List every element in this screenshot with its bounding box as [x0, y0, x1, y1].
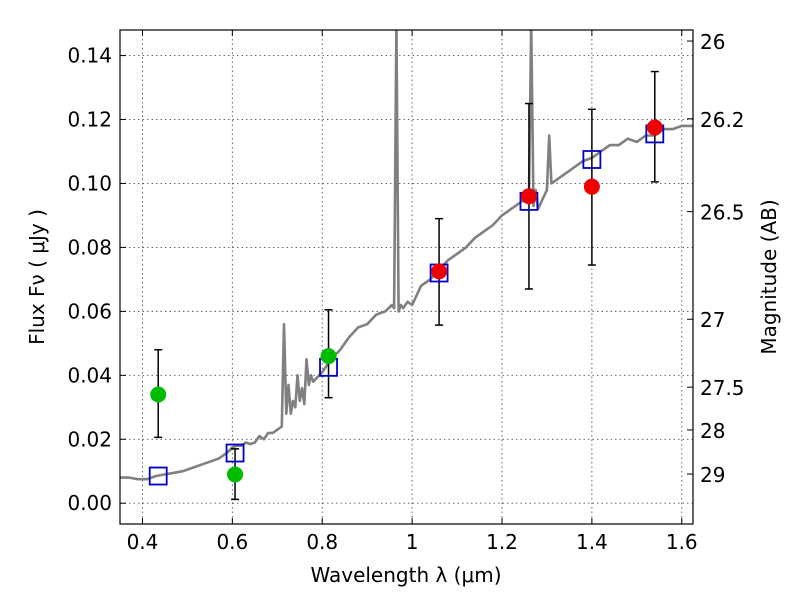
observed-point	[583, 178, 600, 195]
axis-ticks	[120, 30, 693, 524]
observed-point	[646, 119, 663, 136]
y-tick-label: 0.02	[67, 427, 112, 451]
x-tick-label: 1	[406, 530, 419, 554]
spectrum-line	[120, 30, 693, 481]
y-tick-label: 0.14	[67, 44, 112, 68]
mag-tick-label: 28	[700, 419, 725, 443]
observed-point	[320, 348, 337, 365]
grid	[120, 30, 693, 524]
y-tick-label: 0.06	[67, 299, 112, 323]
observed-point	[227, 466, 244, 483]
mag-tick-label: 26.2	[700, 108, 745, 132]
observed-point	[150, 386, 167, 403]
plot-data	[120, 30, 693, 501]
mag-tick-label: 27.5	[700, 376, 745, 400]
y2-axis-title: Magnitude (AB)	[757, 199, 781, 354]
mag-tick-label: 27	[700, 308, 725, 332]
y-tick-label: 0.00	[67, 491, 112, 515]
x-tick-label: 0.8	[306, 530, 338, 554]
observed-point	[431, 263, 448, 280]
x-tick-label: 1.6	[666, 530, 698, 554]
plot-frame	[119, 29, 694, 525]
y-tick-label: 0.12	[67, 108, 112, 132]
y-tick-label: 0.04	[67, 363, 112, 387]
mag-tick-label: 29	[700, 463, 725, 487]
observed-point	[520, 188, 537, 205]
x-tick-label: 1.2	[486, 530, 518, 554]
x-axis-title: Wavelength λ (μm)	[310, 563, 501, 587]
mag-tick-label: 26.5	[700, 201, 745, 225]
mag-tick-label: 26	[700, 30, 725, 54]
y-tick-label: 0.08	[67, 235, 112, 259]
x-tick-label: 1.4	[576, 530, 608, 554]
y-tick-label: 0.10	[67, 171, 112, 195]
model-square-point	[225, 443, 245, 463]
y-axis-title: Flux Fν ( μJy )	[25, 209, 49, 345]
tick-labels: 0.4 0.6 0.8 1 1.2 1.4 1.6 0.00 0.02 0.04 0.06 0.08 0…	[67, 30, 744, 554]
x-tick-label: 0.6	[216, 530, 248, 554]
x-tick-label: 0.4	[127, 530, 159, 554]
model-square-point	[148, 466, 168, 486]
model-square-point	[582, 150, 602, 169]
